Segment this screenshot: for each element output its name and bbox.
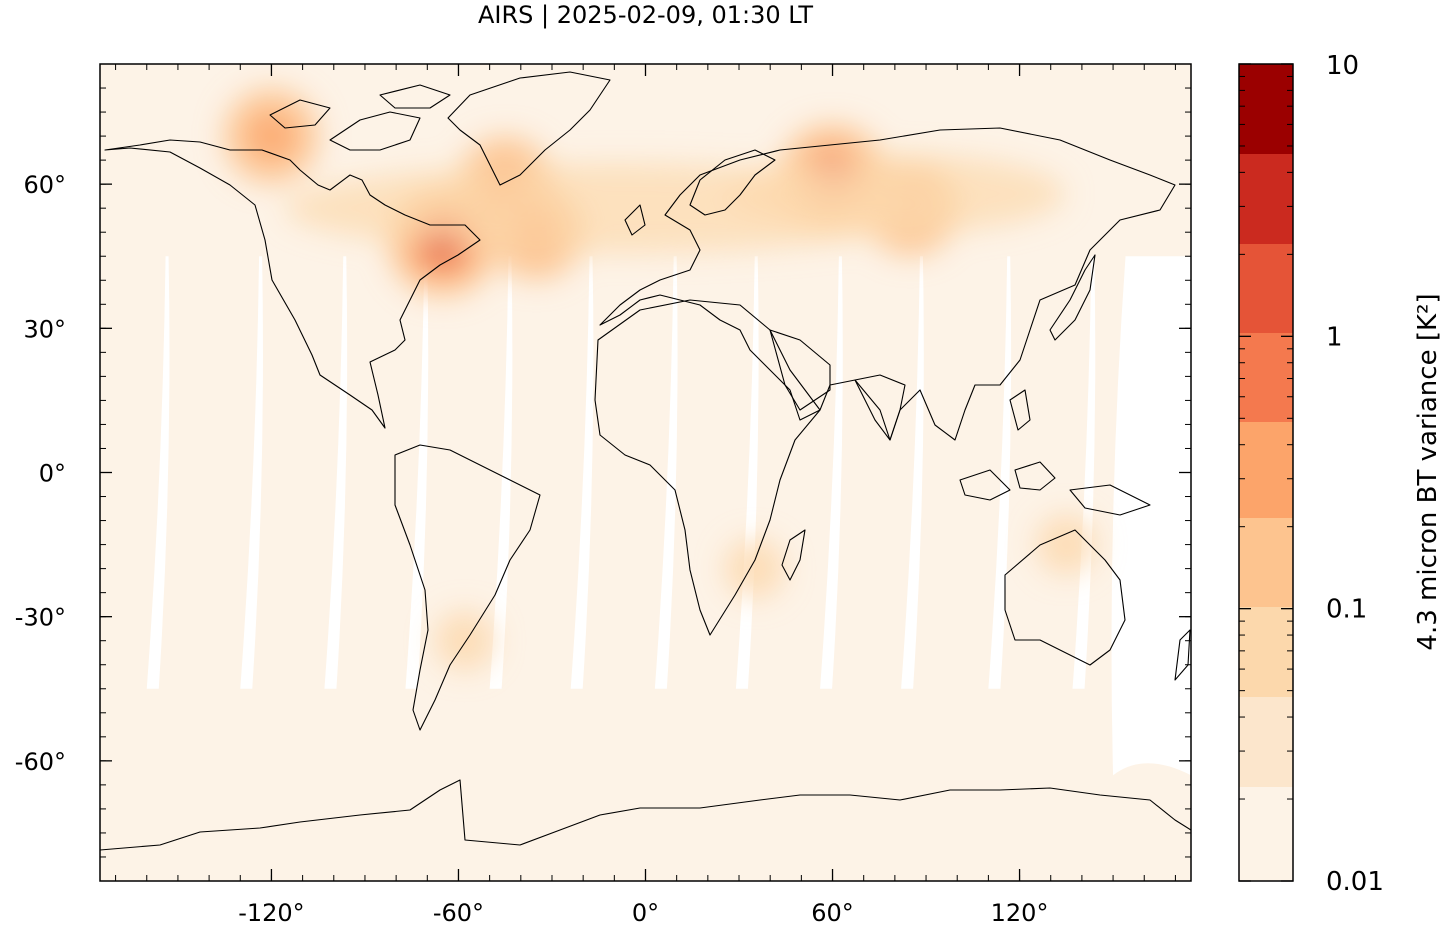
y-tick-label: -30°: [15, 604, 66, 632]
variance-hotspots: [223, 88, 1097, 671]
swath-gap: [1072, 256, 1096, 689]
y-axis: 60° 30° 0° -30° -60°: [15, 171, 1191, 776]
swath-gap: [324, 256, 348, 689]
colorbar-band: [1239, 697, 1293, 787]
y-tick-label: 0°: [39, 460, 66, 488]
x-tick-label: 60°: [811, 899, 854, 927]
colorbar: 10 1 0.1 0.01 4.3 micron BT variance [K²]: [1238, 51, 1442, 897]
map-title: AIRS | 2025-02-09, 01:30 LT: [477, 1, 813, 29]
swath-gap: [570, 256, 594, 689]
swath-gap: [240, 256, 263, 689]
colorbar-band: [1239, 64, 1293, 154]
swath-gap: [1111, 256, 1191, 776]
colorbar-bands: [1239, 64, 1293, 881]
swath-gap: [820, 256, 843, 689]
y-tick-label: -60°: [15, 748, 66, 776]
hotspot-low: [434, 610, 495, 671]
colorbar-tick-label: 0.01: [1326, 867, 1384, 897]
swath-gap: [405, 256, 429, 689]
variance-band: [724, 153, 1065, 234]
coastlines: [100, 71, 1191, 851]
x-tick-label: 120°: [991, 899, 1049, 927]
swath-gap: [489, 256, 513, 689]
hotspot-low: [724, 538, 785, 599]
colorbar-tick-label: 10: [1326, 51, 1359, 81]
x-tick-label: 0°: [632, 899, 659, 927]
colorbar-band: [1239, 607, 1293, 697]
hotspot-low: [1036, 514, 1097, 575]
colorbar-band: [1239, 787, 1293, 881]
colorbar-label: 4.3 micron BT variance [K²]: [1413, 293, 1442, 650]
colorbar-band: [1239, 154, 1293, 244]
colorbar-band: [1239, 244, 1293, 333]
y-tick-label: 60°: [23, 171, 66, 199]
x-axis: -120° -60° 0° 60° 120°: [238, 64, 1048, 927]
swath-gap: [901, 256, 924, 689]
colorbar-frame: [1238, 63, 1294, 882]
colorbar-band: [1239, 518, 1293, 607]
map-panel: -120° -60° 0° 60° 120° 60° 30° 0° -30° -60°: [15, 63, 1192, 927]
colorbar-tick-label: 1: [1326, 322, 1343, 352]
colorbar-tick-label: 0.1: [1326, 595, 1367, 625]
colorbar-band: [1239, 333, 1293, 422]
x-tick-label: -60°: [433, 899, 484, 927]
colorbar-ticks: 10 1 0.1 0.01: [1239, 51, 1384, 897]
swath-gap: [146, 256, 170, 689]
x-tick-label: -120°: [238, 899, 304, 927]
colorbar-band: [1239, 422, 1293, 518]
hotspot-medium: [247, 112, 296, 161]
swath-gap: [654, 256, 678, 689]
y-tick-label: 30°: [23, 315, 66, 343]
